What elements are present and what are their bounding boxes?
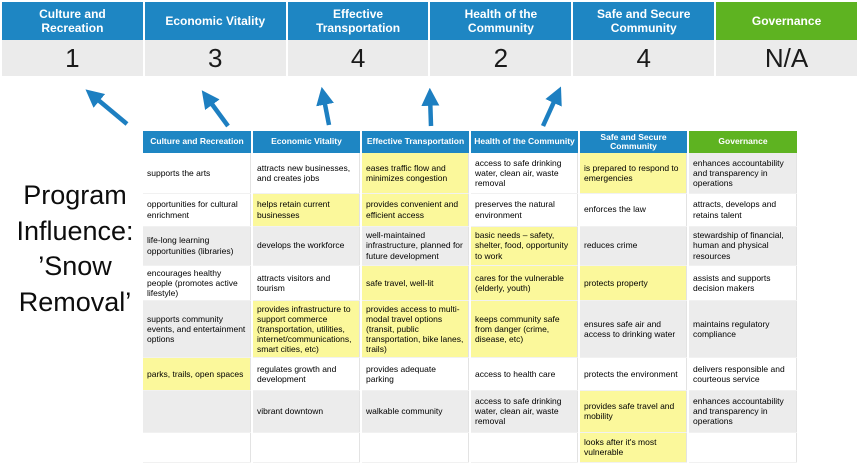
matrix-cell: enhances accountability and transparency… xyxy=(688,153,797,194)
matrix-cell: supports community events, and entertain… xyxy=(143,300,253,358)
matrix-cell: attracts visitors and tourism xyxy=(252,265,362,301)
program-title: Program Influence: ’Snow Removal’ xyxy=(16,180,134,317)
table-row: encourages healthy people (promotes acti… xyxy=(143,265,797,301)
matrix-cell xyxy=(143,432,253,463)
summary-score-governance: N/A xyxy=(716,40,857,76)
matrix-cell: supports the arts xyxy=(143,153,253,194)
summary-score-safe-and-secure-community: 4 xyxy=(573,40,715,76)
matrix-cell: eases traffic flow and minimizes congest… xyxy=(361,153,471,194)
matrix-cell: develops the workforce xyxy=(252,226,362,266)
matrix-cell: helps retain current businesses xyxy=(252,193,362,227)
matrix-header-health-of-the-community: Health of the Community xyxy=(470,131,580,153)
matrix-cell xyxy=(361,432,471,463)
program-influence-matrix: Culture and Recreation Economic Vitality… xyxy=(143,131,797,463)
matrix-cell: attracts, develops and retains talent xyxy=(688,193,797,227)
table-row: parks, trails, open spaces regulates gro… xyxy=(143,357,797,391)
summary-col-effective-transportation: Effective Transportation 4 xyxy=(287,2,429,76)
matrix-cell: ensures safe air and access to drinking … xyxy=(579,300,689,358)
up-right-arrow-icon xyxy=(540,86,562,127)
matrix-cell: basic needs – safety, shelter, food, opp… xyxy=(470,226,580,266)
matrix-cell: enforces the law xyxy=(579,193,689,227)
matrix-cell: provides adequate parking xyxy=(361,357,471,391)
matrix-cell: encourages healthy people (promotes acti… xyxy=(143,265,253,301)
matrix-cell: provides safe travel and mobility xyxy=(579,390,689,433)
matrix-cell xyxy=(470,432,580,463)
summary-score-economic-vitality: 3 xyxy=(144,40,286,76)
up-arrow-icon xyxy=(421,87,440,127)
matrix-cell: access to safe drinking water, clean air… xyxy=(470,153,580,194)
matrix-cell: protects property xyxy=(579,265,689,301)
table-row: opportunities for cultural enrichment he… xyxy=(143,193,797,227)
matrix-cell: looks after it's most vulnerable xyxy=(579,432,689,463)
summary-col-safe-and-secure-community: Safe and Secure Community 4 xyxy=(573,2,715,76)
influence-arrows xyxy=(85,86,562,128)
up-left-arrow-icon xyxy=(85,89,129,126)
up-arrow-icon xyxy=(316,86,334,126)
matrix-cell: provides infrastructure to support comme… xyxy=(252,300,362,358)
matrix-cell: preserves the natural environment xyxy=(470,193,580,227)
matrix-cell: stewardship of financial, human and phys… xyxy=(688,226,797,266)
matrix-cell: access to health care xyxy=(470,357,580,391)
up-left-arrow-icon xyxy=(201,90,230,128)
matrix-cell: regulates growth and development xyxy=(252,357,362,391)
table-row: supports community events, and entertain… xyxy=(143,300,797,358)
matrix-cell: assists and supports decision makers xyxy=(688,265,797,301)
summary-header-economic-vitality: Economic Vitality xyxy=(144,2,286,40)
table-row: supports the arts attracts new businesse… xyxy=(143,153,797,194)
matrix-cell: maintains regulatory compliance xyxy=(688,300,797,358)
table-row: life-long learning opportunities (librar… xyxy=(143,226,797,266)
summary-header-governance: Governance xyxy=(716,2,857,40)
table-row: looks after it's most vulnerable xyxy=(143,432,797,463)
matrix-cell: opportunities for cultural enrichment xyxy=(143,193,253,227)
summary-header-effective-transportation: Effective Transportation xyxy=(287,2,429,40)
matrix-cell: reduces crime xyxy=(579,226,689,266)
matrix-cell: keeps community safe from danger (crime,… xyxy=(470,300,580,358)
summary-col-health-of-the-community: Health of the Community 2 xyxy=(430,2,572,76)
matrix-cell xyxy=(688,432,797,463)
summary-score-health-of-the-community: 2 xyxy=(430,40,572,76)
matrix-cell: provides access to multi-modal travel op… xyxy=(361,300,471,358)
summary-col-governance: Governance N/A xyxy=(716,2,857,76)
matrix-header-economic-vitality: Economic Vitality xyxy=(252,131,362,153)
summary-score-effective-transportation: 4 xyxy=(287,40,429,76)
matrix-header-effective-transportation: Effective Transportation xyxy=(361,131,471,153)
matrix-cell: life-long learning opportunities (librar… xyxy=(143,226,253,266)
matrix-header-row: Culture and Recreation Economic Vitality… xyxy=(143,131,797,153)
matrix-cell: cares for the vulnerable (elderly, youth… xyxy=(470,265,580,301)
summary-header-safe-and-secure-community: Safe and Secure Community xyxy=(573,2,715,40)
matrix-cell: protects the environment xyxy=(579,357,689,391)
summary-score-culture-and-recreation: 1 xyxy=(2,40,143,76)
matrix-header-safe-and-secure-community: Safe and Secure Community xyxy=(579,131,689,153)
matrix-cell xyxy=(252,432,362,463)
matrix-cell: is prepared to respond to emergencies xyxy=(579,153,689,194)
matrix-cell: parks, trails, open spaces xyxy=(143,357,253,391)
summary-col-economic-vitality: Economic Vitality 3 xyxy=(144,2,286,76)
matrix-header-governance: Governance xyxy=(688,131,797,153)
matrix-cell xyxy=(143,390,253,433)
matrix-cell: safe travel, well-lit xyxy=(361,265,471,301)
matrix-cell: provides convenient and efficient access xyxy=(361,193,471,227)
matrix-header-culture-and-recreation: Culture and Recreation xyxy=(143,131,253,153)
matrix-cell: delivers responsible and courteous servi… xyxy=(688,357,797,391)
matrix-cell: enhances accountability and transparency… xyxy=(688,390,797,433)
summary-header-health-of-the-community: Health of the Community xyxy=(430,2,572,40)
summary-col-culture-and-recreation: Culture and Recreation 1 xyxy=(2,2,143,76)
matrix-cell: well-maintained infrastructure, planned … xyxy=(361,226,471,266)
summary-bar: Culture and Recreation 1 Economic Vitali… xyxy=(2,2,857,76)
table-row: vibrant downtown walkable community acce… xyxy=(143,390,797,433)
matrix-cell: walkable community xyxy=(361,390,471,433)
matrix-cell: access to safe drinking water, clean air… xyxy=(470,390,580,433)
matrix-cell: attracts new businesses, and creates job… xyxy=(252,153,362,194)
matrix-cell: vibrant downtown xyxy=(252,390,362,433)
summary-header-culture-and-recreation: Culture and Recreation xyxy=(2,2,143,40)
